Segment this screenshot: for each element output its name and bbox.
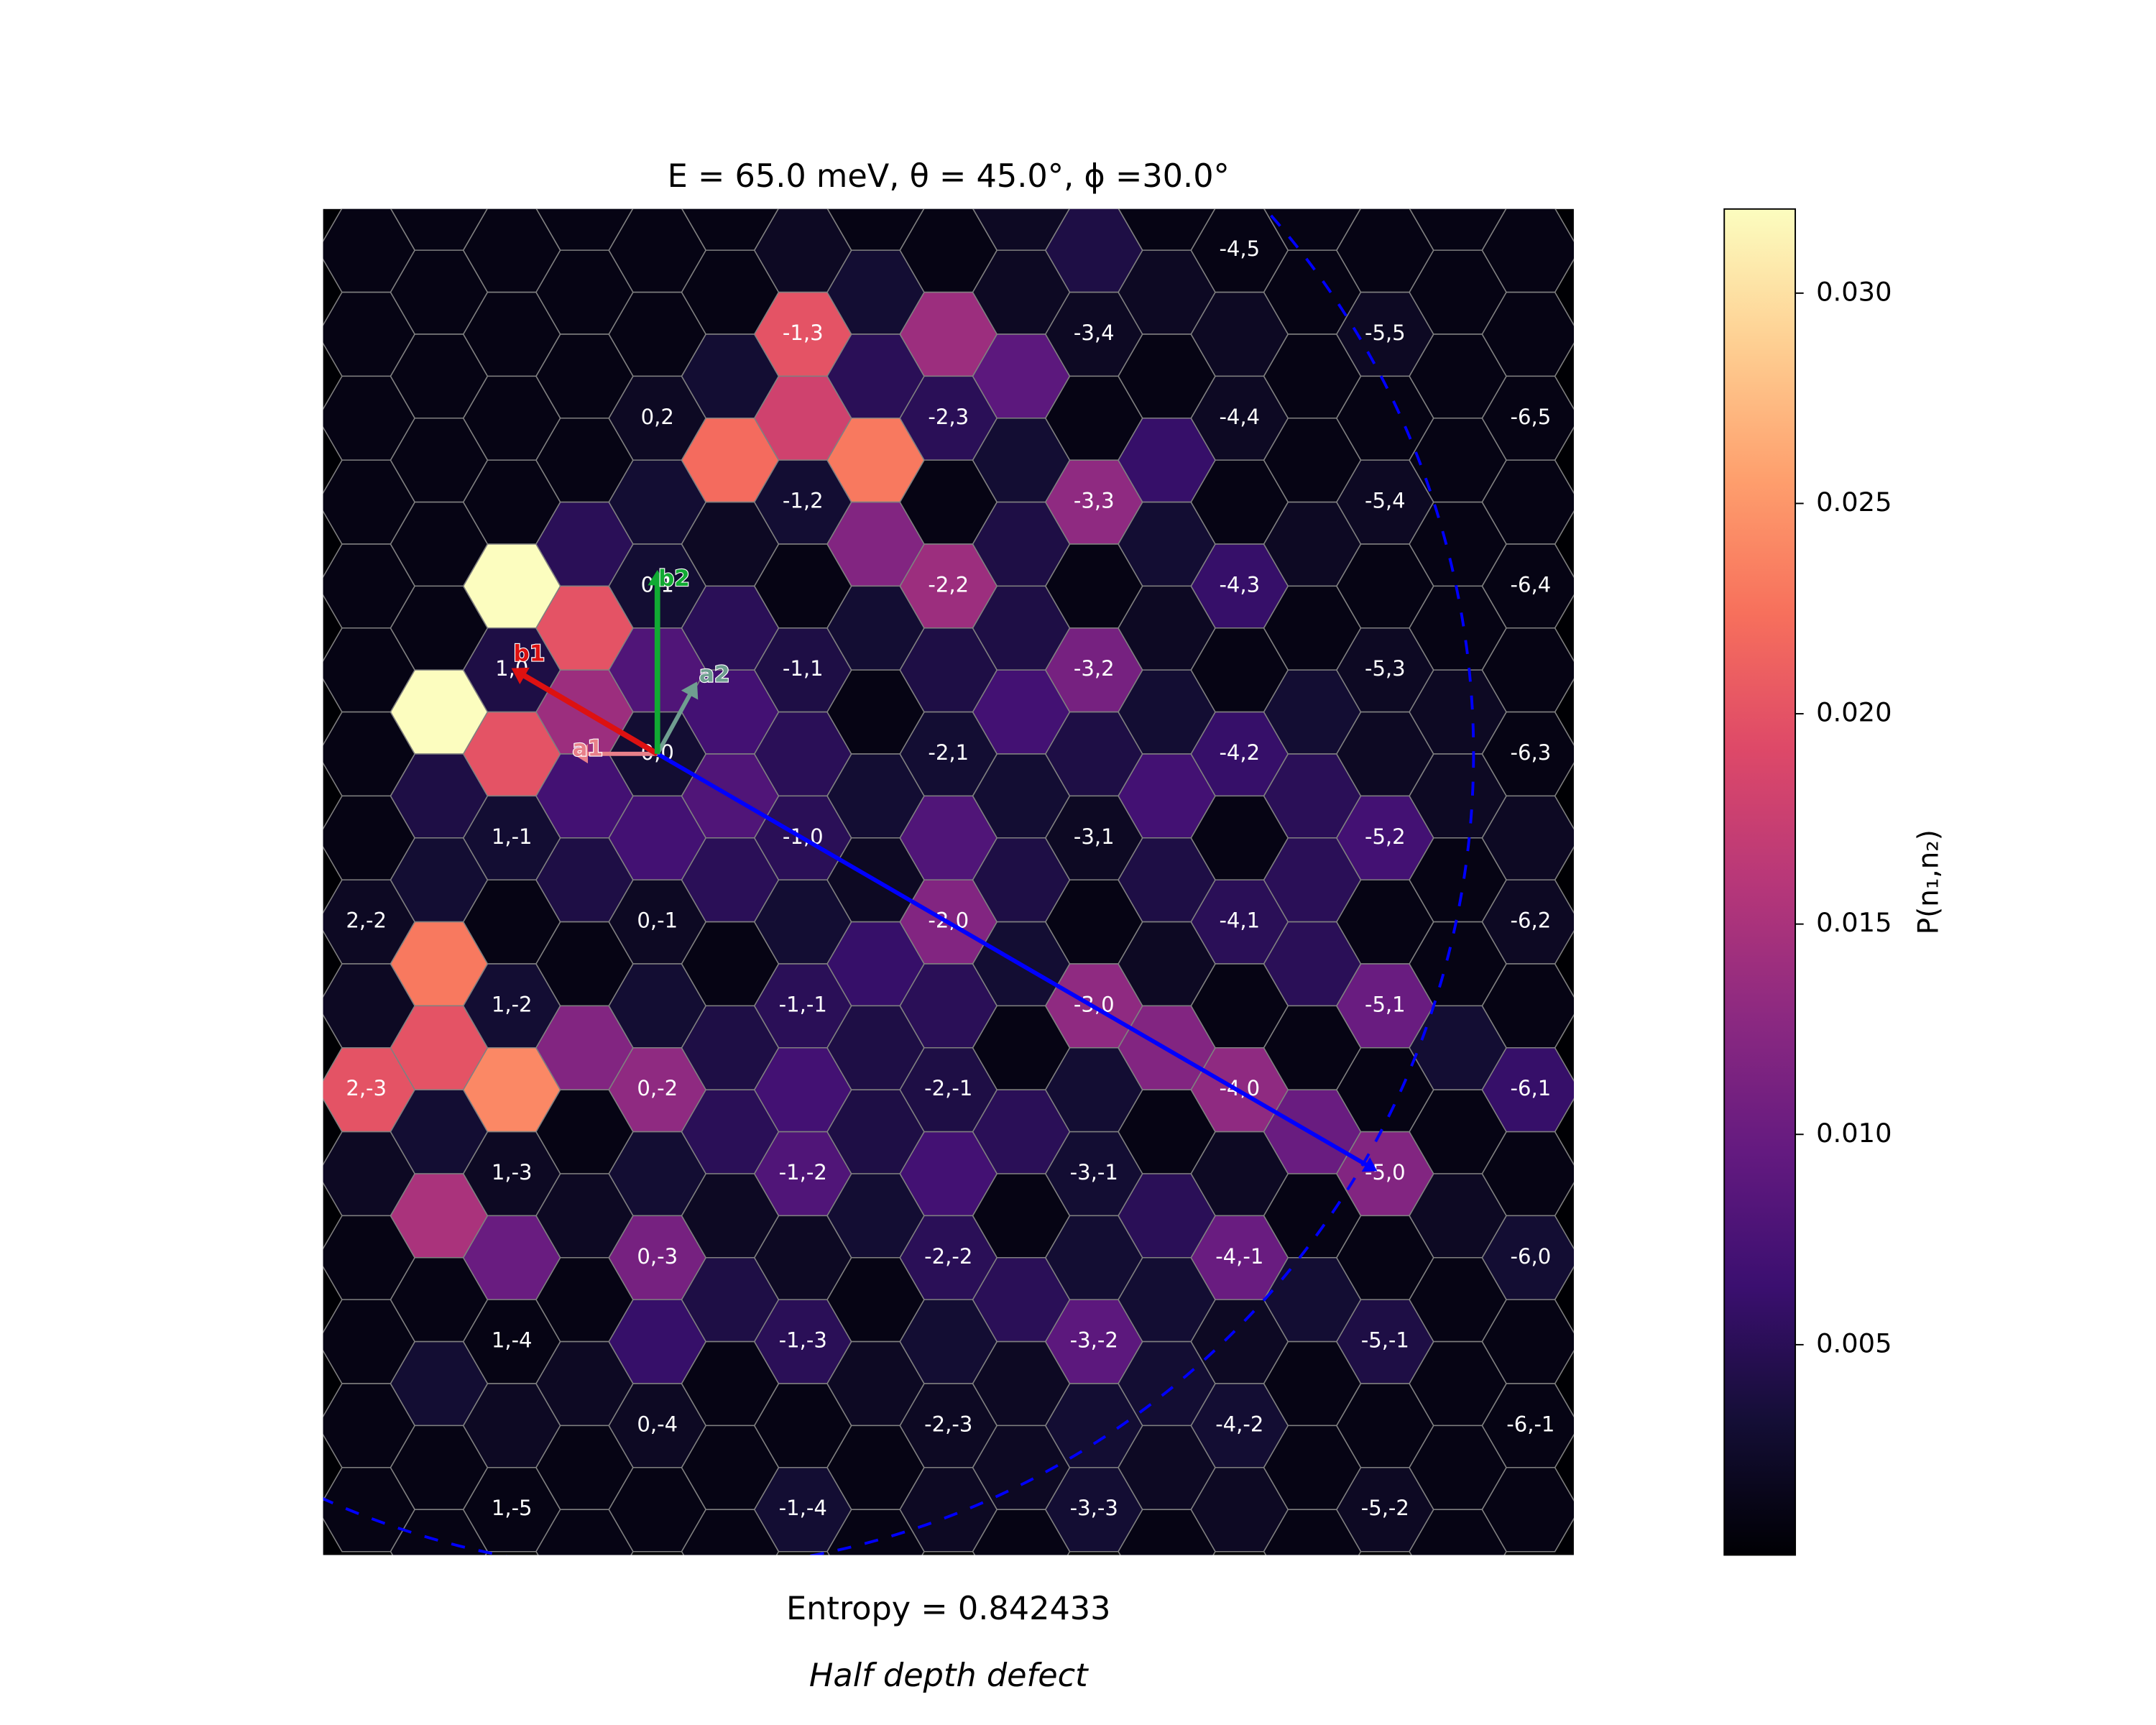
cell-label: -6,-1 (1506, 1412, 1554, 1436)
hex-grid: 2,-22,-31,01,-11,-21,-31,-41,-50,20,10,0… (323, 208, 1574, 1555)
cell-label: 1,-5 (492, 1496, 533, 1520)
chart-title: E = 65.0 meV, θ = 45.0°, ϕ =30.0° (668, 157, 1230, 195)
defect-vector (656, 752, 1368, 1167)
cell-label: -3,2 (1074, 656, 1115, 681)
cell-label: -6,3 (1510, 740, 1551, 765)
defect-vector-head (1361, 1157, 1378, 1172)
cell-label: -5,1 (1365, 992, 1406, 1016)
basis-vector-head (648, 570, 668, 586)
cell-label: 1,-3 (492, 1160, 533, 1184)
cell-label: -5,2 (1365, 824, 1406, 849)
scattering-circle (323, 208, 1475, 1555)
cell-label: -3,1 (1074, 824, 1115, 849)
cell-label: -6,4 (1510, 572, 1551, 597)
cell-label: -1,-4 (779, 1496, 827, 1520)
cell-label: -4,1 (1219, 908, 1260, 933)
cell-label: -4,4 (1219, 405, 1260, 429)
vector-label: a1 (573, 735, 603, 761)
colorbar-tick-label: 0.025 (1816, 487, 1892, 518)
cell-label: 0,2 (641, 405, 674, 429)
cell-label: 1,-2 (492, 992, 533, 1016)
vector-label: b2 (658, 566, 690, 592)
cell-label: -4,2 (1219, 740, 1260, 765)
cell-label: -6,1 (1510, 1076, 1551, 1100)
colorbar-tick-label: 0.015 (1816, 907, 1892, 938)
cell-label: -6,5 (1510, 405, 1551, 429)
cell-label: 0,-1 (637, 908, 678, 933)
cell-label: -2,2 (928, 572, 969, 597)
overlay: a1 a2 b1 b2 (323, 208, 1475, 1555)
colorbar (1723, 208, 1797, 1556)
cell-label: 2,-3 (346, 1076, 387, 1100)
cell-label: -1,-2 (779, 1160, 827, 1184)
cell-label: 0,-4 (637, 1412, 678, 1436)
cell-label: -6,2 (1510, 908, 1551, 933)
cell-label: -4,0 (1219, 1076, 1260, 1100)
cell-label: -1,1 (783, 656, 824, 681)
cell-label: -3,-3 (1070, 1496, 1118, 1520)
cell-label: -4,3 (1219, 572, 1260, 597)
cell-label: -5,3 (1365, 656, 1406, 681)
basis-vector-head (681, 681, 699, 700)
cell-label: -2,-3 (924, 1412, 972, 1436)
colorbar-tick-label: 0.005 (1816, 1328, 1892, 1358)
cell-label: -3,-2 (1070, 1328, 1118, 1353)
cell-label: 0,-2 (637, 1076, 678, 1100)
cell-label: -4,-1 (1215, 1244, 1263, 1269)
cell-label: -1,3 (783, 321, 824, 345)
colorbar-label: P(n₁,n₂) (1913, 829, 1945, 934)
entropy: Entropy = 0.842433 (786, 1590, 1111, 1627)
vector-label: b1 (514, 641, 545, 667)
colorbar-tick-label: 0.020 (1816, 697, 1892, 728)
basis-vector (655, 693, 692, 755)
colorbar-tick-label: 0.010 (1816, 1118, 1892, 1149)
cell-label: -5,-1 (1361, 1328, 1409, 1353)
basis-vector-head (511, 667, 530, 684)
cell-label: -1,-1 (779, 992, 827, 1016)
cell-label: -1,-3 (779, 1328, 827, 1353)
cell-label: 1,-4 (492, 1328, 533, 1353)
cell-label: -2,-1 (924, 1076, 972, 1100)
subtitle: Half depth defect (809, 1657, 1089, 1694)
basis-vector-head (572, 744, 589, 764)
cell-label: -5,4 (1365, 489, 1406, 513)
basis-vector (522, 673, 659, 757)
cell-label: -2,-2 (924, 1244, 972, 1269)
vector-label: a2 (699, 662, 729, 688)
colorbar-tick-label: 0.030 (1816, 276, 1892, 307)
cell-label: -2,3 (928, 405, 969, 429)
cell-label: 2,-2 (346, 908, 387, 933)
cell-label: -4,-2 (1215, 1412, 1263, 1436)
cell-label: -5,5 (1365, 321, 1406, 345)
cell-label: -3,4 (1074, 321, 1115, 345)
cell-label: -3,-1 (1070, 1160, 1118, 1184)
cell-label: -5,-2 (1361, 1496, 1409, 1520)
cell-label: -6,0 (1510, 1244, 1551, 1269)
cell-label: 0,-3 (637, 1244, 678, 1269)
cell-label: -4,5 (1219, 236, 1260, 261)
cell-label: -1,2 (783, 489, 824, 513)
cell-label: -3,3 (1074, 489, 1115, 513)
hex-cell (1481, 1466, 1574, 1552)
cell-label: 1,-1 (492, 824, 533, 849)
cell-label: -2,1 (928, 740, 969, 765)
